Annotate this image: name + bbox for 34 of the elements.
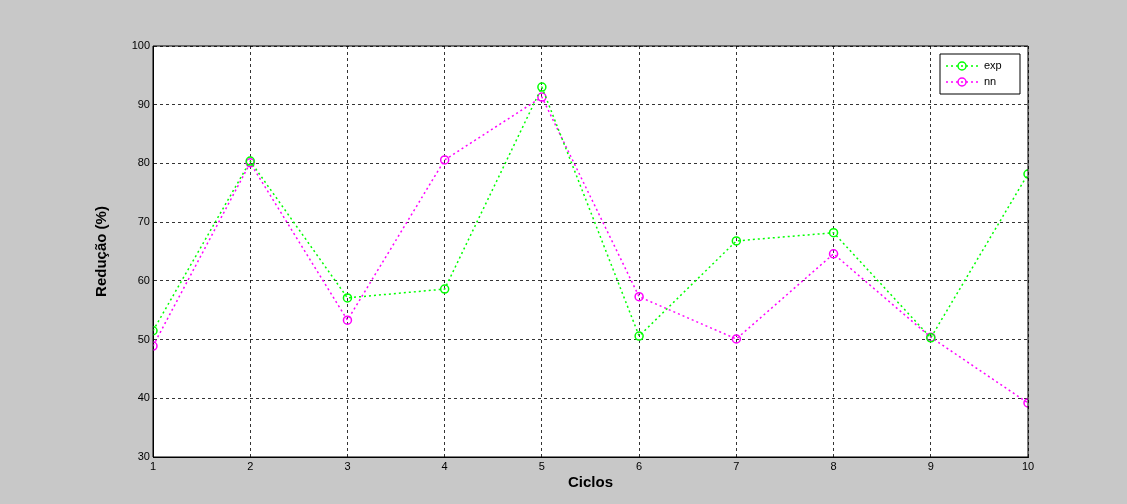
y-tick-label: 60 (137, 273, 150, 286)
point (634, 291, 644, 302)
y-tick-label: 100 (131, 39, 150, 52)
y-axis-title: Redução (%) (92, 206, 110, 297)
y-tick-label: 50 (137, 332, 150, 345)
x-tick-label: 4 (441, 459, 448, 472)
y-tick-label: 70 (137, 215, 150, 228)
x-tick-label: 8 (830, 459, 837, 472)
point (342, 293, 353, 303)
point (731, 334, 742, 344)
legend-label: exp (984, 59, 1002, 72)
y-tick-label: 30 (137, 450, 150, 463)
point (731, 236, 742, 246)
point (439, 284, 450, 294)
point (537, 82, 547, 92)
point (828, 249, 839, 259)
point (828, 227, 839, 238)
x-tick-label: 7 (733, 459, 740, 472)
y-tick-label: 80 (137, 156, 150, 169)
x-tick-label: 5 (538, 459, 545, 472)
y-tick-label: 40 (137, 391, 150, 404)
legend-label: nn (984, 75, 997, 88)
x-axis-title: Ciclos (567, 473, 614, 491)
x-tick-label: 1 (149, 459, 157, 472)
x-tick-label: 10 (1021, 459, 1035, 472)
point (342, 315, 353, 325)
point (439, 155, 450, 165)
point (634, 331, 644, 341)
x-tick-label: 3 (344, 459, 351, 472)
x-tick-label: 6 (636, 459, 643, 472)
point (537, 92, 547, 102)
x-tick-label: 2 (247, 459, 254, 472)
x-tick-label: 9 (927, 459, 934, 472)
y-tick-label: 90 (137, 97, 150, 110)
